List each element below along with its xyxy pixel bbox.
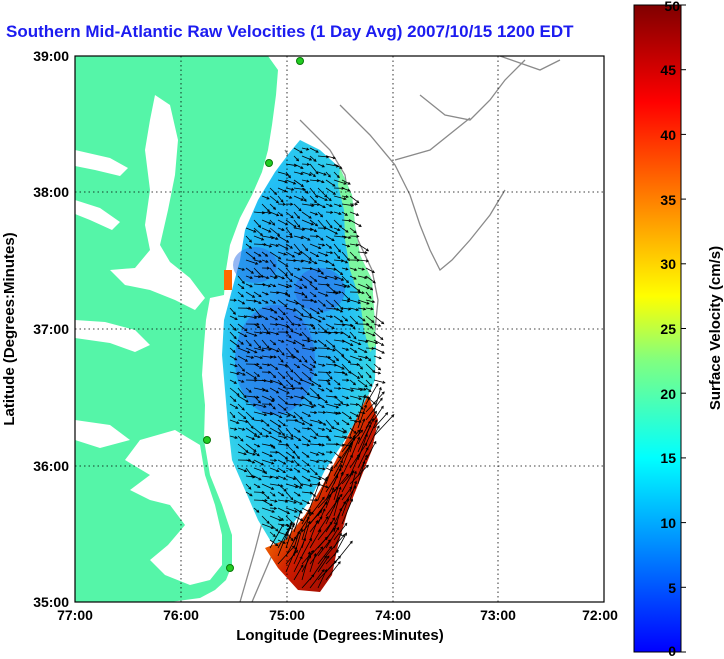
- colorbar-tick-label: 35: [660, 192, 676, 208]
- x-axis-label: Longitude (Degrees:Minutes): [236, 627, 444, 644]
- colorbar: [633, 4, 682, 653]
- colorbar-tick-label: 10: [660, 515, 676, 531]
- colorbar-tick-label: 20: [660, 386, 676, 402]
- x-tick-labels: 77:00 76:00 75:00 74:00 73:00 72:00: [57, 607, 618, 623]
- land-mass: [75, 56, 278, 602]
- grid-lines: [75, 56, 604, 602]
- x-tick-label: 72:00: [582, 607, 618, 623]
- map-title: Southern Mid-Atlantic Raw Velocities (1 …: [6, 22, 574, 41]
- colorbar-tick-label: 50: [664, 0, 680, 14]
- x-tick-label: 74:00: [375, 607, 411, 623]
- colorbar-tick-label: 0: [668, 643, 676, 659]
- colorbar-tick-label: 15: [660, 450, 676, 466]
- colorbar-label: Surface Velocity (cm/s): [707, 246, 724, 410]
- pamlico-sound: [125, 430, 222, 585]
- y-tick-label: 38:00: [33, 184, 69, 200]
- chesapeake-bay: [110, 95, 205, 310]
- colorbar-tick-labels: 50 45 40 35 30 25 20 15 10 5 0: [660, 0, 680, 659]
- colorbar-tick-label: 30: [660, 256, 676, 272]
- colorbar-ticks: [681, 4, 686, 653]
- colorbar-tick-label: 5: [668, 580, 676, 596]
- station-markers: [203, 57, 304, 572]
- x-tick-label: 73:00: [480, 607, 516, 623]
- colorbar-tick-label: 40: [660, 127, 676, 143]
- x-tick-label: 77:00: [57, 607, 93, 623]
- colorbar-tick-label: 45: [660, 62, 676, 78]
- colorbar-tick-label: 25: [660, 321, 676, 337]
- x-tick-label: 76:00: [163, 607, 199, 623]
- y-tick-label: 36:00: [33, 458, 69, 474]
- y-tick-labels: 39:00 38:00 37:00 36:00 35:00: [33, 48, 69, 610]
- y-tick-label: 39:00: [33, 48, 69, 64]
- y-tick-label: 35:00: [33, 594, 69, 610]
- x-tick-label: 75:00: [269, 607, 305, 623]
- y-axis-label: Latitude (Degrees:Minutes): [1, 232, 18, 425]
- y-tick-label: 37:00: [33, 321, 69, 337]
- velocity-vectors: [229, 147, 395, 589]
